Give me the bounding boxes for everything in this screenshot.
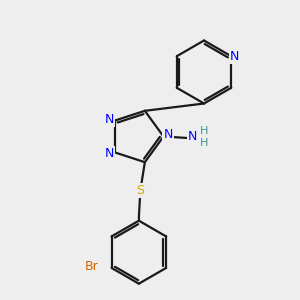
Text: N: N (188, 130, 198, 143)
Text: H: H (200, 138, 208, 148)
Text: S: S (136, 184, 144, 197)
Text: H: H (200, 126, 208, 136)
Text: N: N (230, 50, 239, 63)
Text: N: N (105, 147, 114, 161)
Text: N: N (105, 112, 114, 126)
Text: N: N (163, 128, 173, 142)
Text: Br: Br (85, 260, 99, 273)
